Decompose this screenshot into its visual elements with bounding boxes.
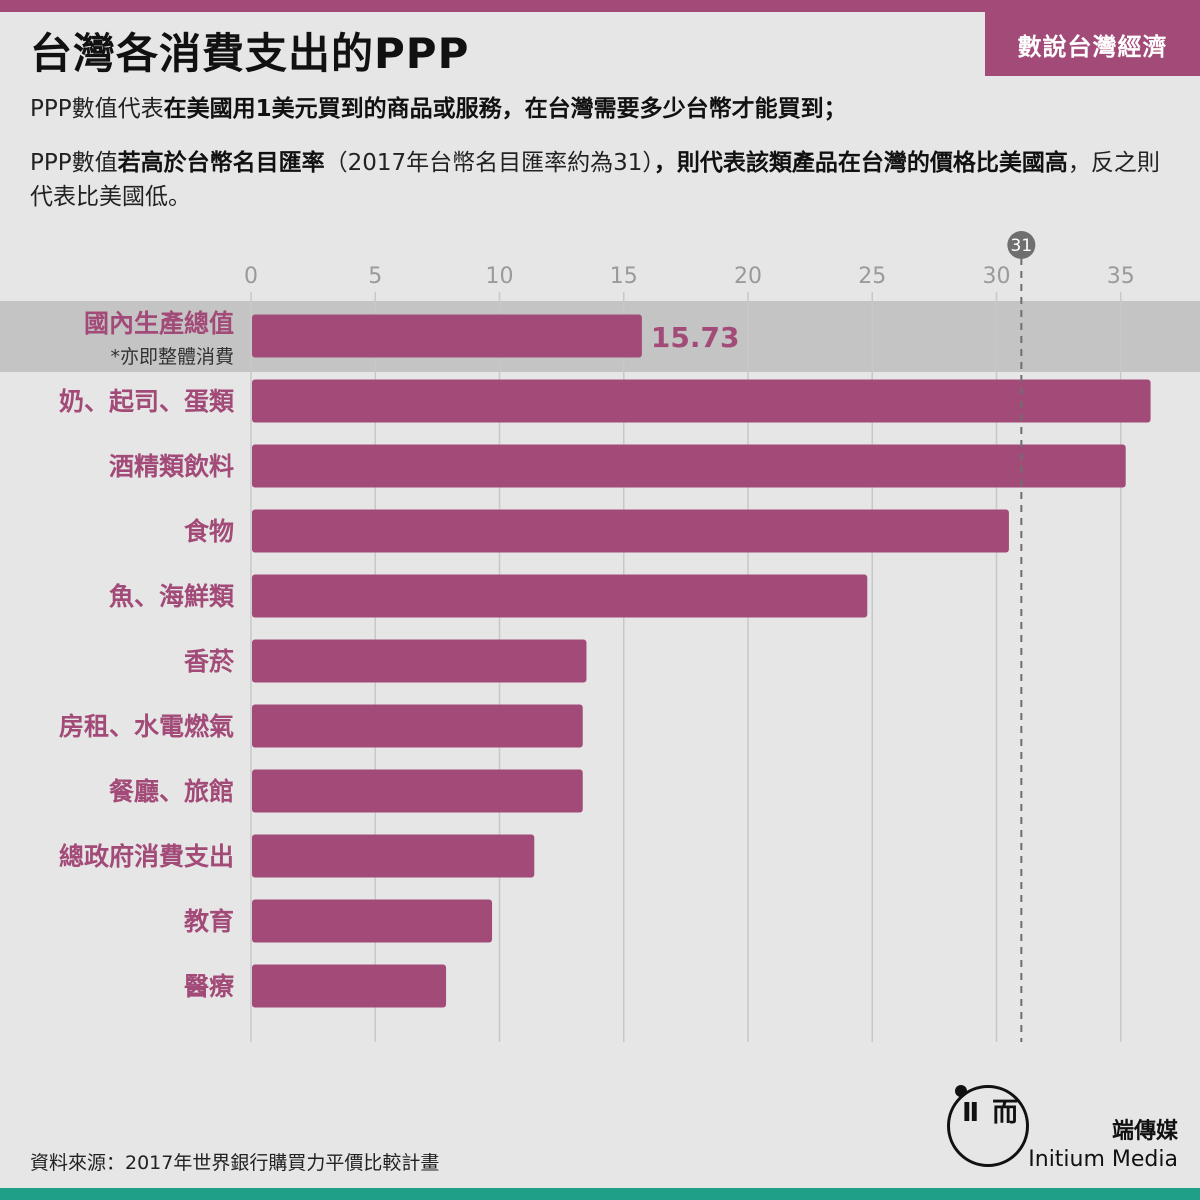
bar-6 (252, 704, 583, 748)
brand-name-en: Initium Media (1028, 1147, 1178, 1172)
desc1-bold: 在美國用1美元買到的商品或服務，在台灣需要多少台幣才能買到； (163, 96, 847, 122)
category-label-7: 餐廳、旅館 (109, 777, 234, 806)
x-tick-label-35: 35 (1107, 264, 1135, 289)
category-label-5: 香菸 (184, 647, 235, 676)
desc2-bold-1: 若高於台幣名目匯率 (117, 150, 325, 176)
bar-layer (252, 314, 1151, 1008)
x-tick-label-20: 20 (734, 264, 762, 289)
bar-0 (252, 314, 642, 358)
desc2-plain-1: PPP數值 (30, 150, 118, 176)
bar-5 (252, 639, 587, 683)
top-accent-band (0, 0, 1200, 12)
x-tick-label-15: 15 (610, 264, 638, 289)
logo-dot-icon (955, 1085, 967, 1097)
page-title: 台灣各消費支出的PPP (30, 29, 470, 78)
desc2-bold-2: ，則代表該類產品在台灣的價格比美國高 (653, 150, 1068, 176)
desc2-plain-3: ，反之則代表比美國低。 (30, 150, 1160, 210)
reference-marker-icon (1007, 231, 1036, 259)
bar-4 (252, 574, 868, 618)
category-label-9: 教育 (184, 907, 234, 936)
brand-name-zh: 端傳媒 (1111, 1119, 1178, 1144)
data-label-0: 15.73 (651, 321, 740, 354)
bar-7 (252, 769, 583, 813)
section-tag: 數說台灣經濟 (985, 12, 1200, 76)
category-label-10: 醫療 (184, 972, 234, 1001)
category-label-6: 房租、水電燃氣 (59, 712, 234, 741)
label-layer: 0 5 10 15 20 25 30 35 國內生產總值 *亦即整體消費奶、起司、蛋類酒精類飲料食… (59, 231, 1135, 1042)
initium-logo-icon (947, 1085, 1029, 1167)
category-label-1: 奶、起司、蛋類 (59, 387, 235, 416)
bar-1 (252, 379, 1151, 423)
x-tick-label-10: 10 (486, 264, 514, 289)
x-tick-label-30: 30 (983, 264, 1011, 289)
reference-label: 31 (1011, 236, 1033, 256)
bar-2 (252, 444, 1126, 488)
x-tick-label-5: 5 (368, 264, 382, 289)
desc1-plain: PPP數值代表 (30, 96, 164, 122)
category-sublabel: *亦即整體消費 (110, 346, 234, 368)
description-line-2: PPP數值若高於台幣名目匯率（2017年台幣名目匯率約為31），則代表該類產品在… (30, 146, 1180, 214)
category-label-8: 總政府消費支出 (59, 842, 234, 871)
bar-10 (252, 964, 447, 1008)
source-note: 資料來源：2017年世界銀行購買力平價比較計畫 (30, 1152, 440, 1174)
bar-8 (252, 834, 535, 878)
bar-9 (252, 899, 493, 943)
desc2-plain-2: （2017年台幣名目匯率約為31） (324, 150, 654, 176)
description-line-1: PPP數值代表在美國用1美元買到的商品或服務，在台灣需要多少台幣才能買到； (30, 92, 1180, 126)
bottom-accent-band (0, 1188, 1200, 1200)
bar-3 (252, 509, 1009, 553)
category-label-3: 食物 (184, 517, 234, 546)
category-label-0: 國內生產總值 (84, 309, 234, 338)
category-label-4: 魚、海鮮類 (109, 582, 235, 611)
x-tick-label-25: 25 (858, 264, 886, 289)
category-label-2: 酒精類飲料 (109, 452, 234, 481)
x-tick-label-0: 0 (244, 264, 258, 289)
logo-glyph-icon: Ⅱ 而 (962, 1098, 1021, 1128)
